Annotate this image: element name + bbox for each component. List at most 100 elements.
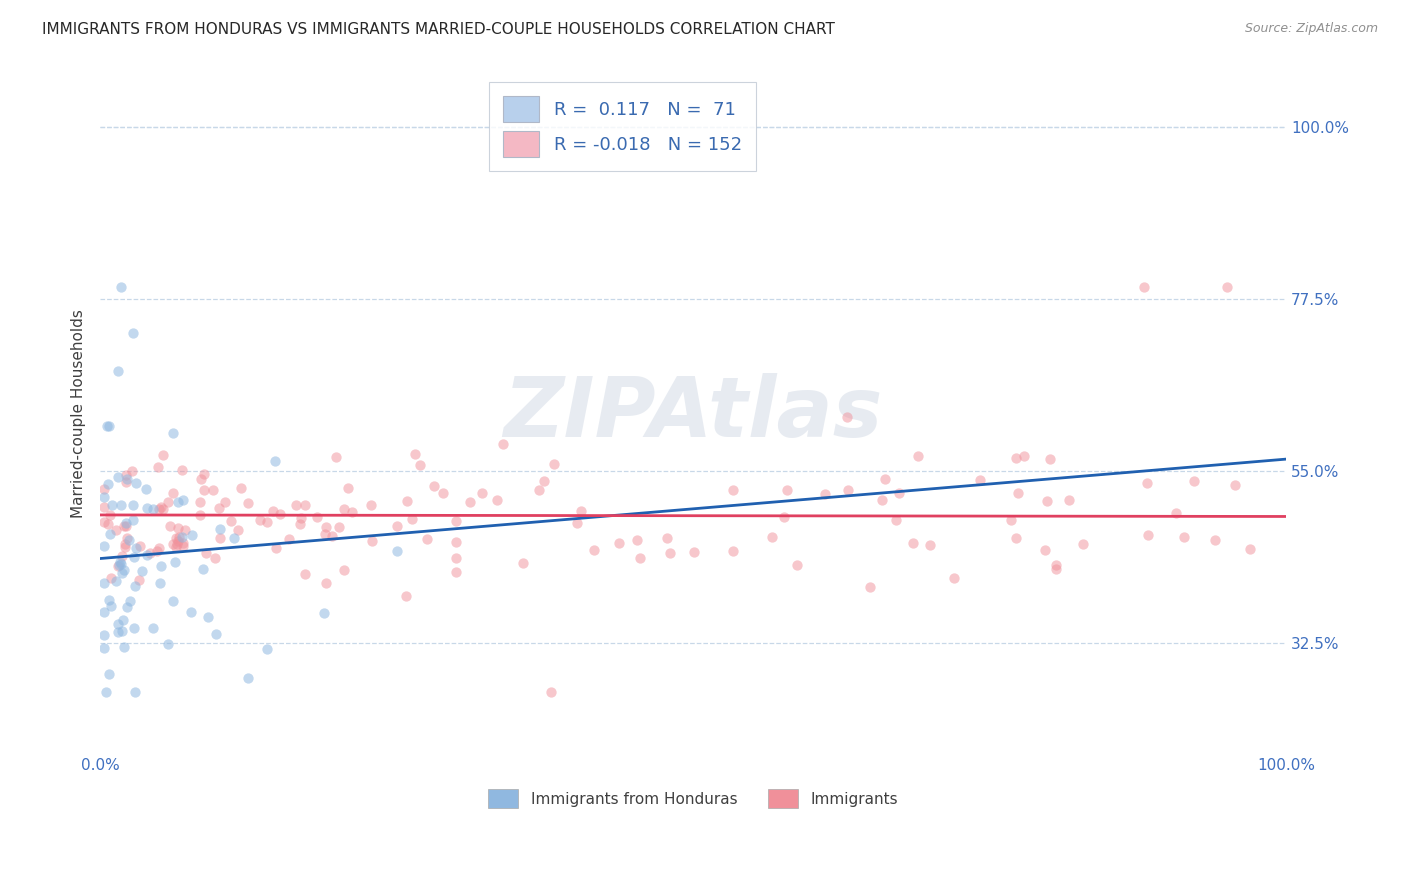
Point bbox=[165, 532, 187, 546]
Point bbox=[96, 419, 118, 434]
Point bbox=[228, 523, 250, 537]
Point bbox=[1007, 486, 1029, 500]
Point bbox=[172, 463, 194, 477]
Point bbox=[142, 502, 165, 516]
Point bbox=[1215, 280, 1237, 294]
Point bbox=[325, 450, 347, 465]
Point bbox=[471, 485, 494, 500]
Point bbox=[118, 533, 141, 548]
Point bbox=[170, 530, 193, 544]
Point bbox=[1005, 451, 1028, 466]
Point bbox=[105, 574, 128, 588]
Point bbox=[111, 614, 134, 628]
Point bbox=[149, 575, 172, 590]
Point bbox=[159, 518, 181, 533]
Point bbox=[444, 566, 467, 580]
Point bbox=[98, 508, 121, 522]
Point bbox=[1204, 533, 1226, 548]
Point bbox=[114, 540, 136, 554]
Point bbox=[208, 500, 231, 515]
Point bbox=[172, 540, 194, 554]
Point bbox=[361, 533, 384, 548]
Point bbox=[117, 599, 139, 614]
Point bbox=[773, 509, 796, 524]
Point bbox=[114, 518, 136, 533]
Point bbox=[110, 498, 132, 512]
Point bbox=[340, 505, 363, 519]
Point bbox=[314, 527, 336, 541]
Point bbox=[124, 685, 146, 699]
Point bbox=[385, 544, 408, 558]
Point bbox=[104, 523, 127, 537]
Point bbox=[98, 593, 121, 607]
Point bbox=[204, 627, 226, 641]
Point bbox=[208, 522, 231, 536]
Point bbox=[285, 498, 308, 512]
Point bbox=[148, 541, 170, 555]
Point bbox=[115, 532, 138, 546]
Point bbox=[135, 549, 157, 563]
Point bbox=[124, 579, 146, 593]
Point bbox=[262, 504, 284, 518]
Point bbox=[142, 621, 165, 635]
Point bbox=[721, 483, 744, 498]
Point bbox=[128, 540, 150, 554]
Point bbox=[193, 467, 215, 482]
Point bbox=[93, 628, 115, 642]
Point bbox=[201, 483, 224, 498]
Point bbox=[1000, 513, 1022, 527]
Point bbox=[659, 546, 682, 560]
Point bbox=[172, 493, 194, 508]
Point bbox=[150, 559, 173, 574]
Point bbox=[167, 521, 190, 535]
Point bbox=[100, 498, 122, 512]
Point bbox=[969, 473, 991, 487]
Point bbox=[128, 573, 150, 587]
Point bbox=[543, 458, 565, 472]
Point bbox=[188, 495, 211, 509]
Point bbox=[107, 559, 129, 574]
Point bbox=[321, 529, 343, 543]
Point bbox=[432, 486, 454, 500]
Point bbox=[173, 523, 195, 537]
Point bbox=[97, 418, 120, 433]
Point bbox=[122, 621, 145, 635]
Point bbox=[775, 483, 797, 497]
Point bbox=[920, 538, 942, 552]
Point bbox=[93, 490, 115, 504]
Point bbox=[112, 640, 135, 655]
Point bbox=[1182, 474, 1205, 488]
Point bbox=[100, 599, 122, 614]
Point bbox=[249, 512, 271, 526]
Point bbox=[115, 519, 138, 533]
Point bbox=[208, 531, 231, 545]
Point bbox=[108, 558, 131, 573]
Point bbox=[1136, 475, 1159, 490]
Text: IMMIGRANTS FROM HONDURAS VS IMMIGRANTS MARRIED-COUPLE HOUSEHOLDS CORRELATION CHA: IMMIGRANTS FROM HONDURAS VS IMMIGRANTS M… bbox=[42, 22, 835, 37]
Point bbox=[1137, 528, 1160, 542]
Point bbox=[328, 520, 350, 534]
Point bbox=[901, 536, 924, 550]
Point bbox=[98, 667, 121, 681]
Point bbox=[333, 563, 356, 577]
Point bbox=[162, 425, 184, 440]
Point bbox=[1004, 531, 1026, 545]
Point bbox=[582, 542, 605, 557]
Point bbox=[1045, 562, 1067, 576]
Point bbox=[98, 527, 121, 541]
Point bbox=[181, 528, 204, 542]
Point bbox=[837, 410, 859, 425]
Point bbox=[197, 610, 219, 624]
Point bbox=[569, 504, 592, 518]
Point bbox=[107, 617, 129, 632]
Point bbox=[409, 458, 432, 472]
Point bbox=[422, 478, 444, 492]
Point bbox=[125, 541, 148, 555]
Point bbox=[125, 476, 148, 491]
Point bbox=[93, 516, 115, 530]
Point bbox=[236, 496, 259, 510]
Point bbox=[315, 576, 337, 591]
Point bbox=[167, 534, 190, 549]
Point bbox=[166, 537, 188, 551]
Point bbox=[288, 517, 311, 532]
